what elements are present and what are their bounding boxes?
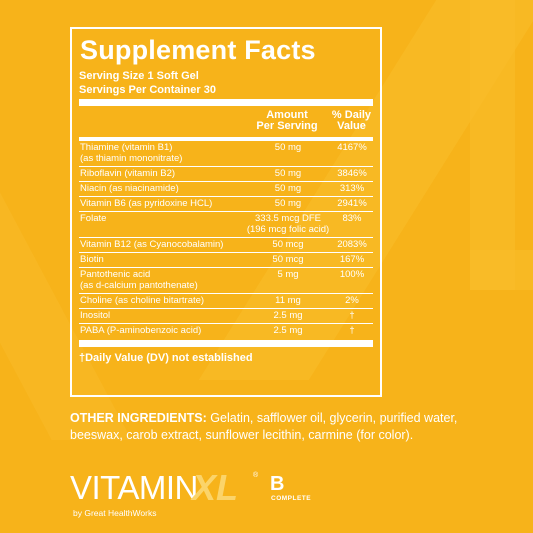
row-divider	[79, 252, 373, 253]
brand-logo: VITAMIN XL ® by Great HealthWorks B COMP…	[70, 470, 370, 520]
table-row: PABA (P-aminobenzoic acid) 2.5 mg †	[79, 324, 373, 338]
logo-b: B	[270, 473, 285, 495]
logo-xl: XL	[192, 467, 239, 508]
table-row: Thiamine (vitamin B1) (as thiamin mononit…	[79, 141, 373, 166]
nutrient-amount: 50 mg	[274, 142, 302, 153]
row-divider	[79, 166, 373, 167]
nutrient-amount: 50 mcg	[272, 254, 304, 265]
nutrient-amount: 2.5 mg	[273, 325, 303, 336]
row-divider	[79, 308, 373, 309]
nutrient-dv: †	[349, 325, 355, 336]
logo-byline: by Great HealthWorks	[73, 508, 157, 518]
row-divider	[79, 211, 373, 212]
row-divider	[79, 181, 373, 182]
table-row: Pantothenic acid (as d-calcium pantothena…	[79, 268, 373, 293]
nutrient-amount: 50 mg	[274, 198, 302, 209]
other-ingredients: OTHER INGREDIENTS: Gelatin, safflower oi…	[70, 410, 490, 444]
serving-size: Serving Size 1 Soft Gel	[79, 70, 199, 82]
divider-thick	[79, 99, 373, 106]
nutrient-dv: 2083%	[337, 239, 367, 250]
other-ingredients-text: Gelatin, safflower oil, glycerin, purifi…	[70, 411, 458, 442]
table-row: Choline (as choline bitartrate) 11 mg 2%	[79, 294, 373, 308]
nutrient-name: Pantothenic acid (as d-calcium pantothena…	[80, 269, 198, 291]
nutrient-dv: 313%	[339, 183, 365, 194]
nutrient-amount: 5 mg	[277, 269, 299, 280]
logo-registered-mark: ®	[253, 472, 259, 479]
other-ingredients-label: OTHER INGREDIENTS:	[70, 411, 207, 425]
table-row: Vitamin B12 (as Cyanocobalamin) 50 mcg 208…	[79, 238, 373, 252]
logo-complete: COMPLETE	[271, 495, 312, 502]
table-row: Riboflavin (vitamin B2) 50 mg 3846%	[79, 167, 373, 181]
row-divider	[79, 237, 373, 238]
row-divider	[79, 323, 373, 324]
nutrient-name: Niacin (as niacinamide)	[80, 183, 179, 194]
col-amount-header: Amount Per Serving	[256, 109, 318, 132]
table-header: Amount Per Serving % Daily Value	[79, 108, 373, 135]
nutrient-amount: 50 mg	[274, 168, 302, 179]
divider-thick	[79, 340, 373, 347]
nutrient-dv: 167%	[339, 254, 365, 265]
nutrient-dv: 83%	[342, 213, 362, 224]
nutrient-name: Biotin	[80, 254, 104, 265]
nutrient-dv: 2941%	[337, 198, 367, 209]
servings-per-container: Servings Per Container 30	[79, 84, 216, 96]
nutrient-dv: 3846%	[337, 168, 367, 179]
nutrient-name: PABA (P-aminobenzoic acid)	[80, 325, 202, 336]
nutrient-amount: 2.5 mg	[273, 310, 303, 321]
nutrient-dv: 2%	[345, 295, 359, 306]
background-stripe	[470, 250, 533, 290]
nutrient-dv: 100%	[339, 269, 365, 280]
divider-medium	[79, 137, 373, 141]
table-row: Niacin (as niacinamide) 50 mg 313%	[79, 182, 373, 196]
col-dv-header: % Daily Value	[331, 109, 372, 132]
footnote: †Daily Value (DV) not established	[79, 352, 253, 364]
nutrient-name: Folate	[80, 213, 107, 224]
table-row: Biotin 50 mcg 167%	[79, 253, 373, 267]
table-row: Vitamin B6 (as pyridoxine HCL) 50 mg 2941%	[79, 197, 373, 211]
nutrient-dv: †	[349, 310, 355, 321]
nutrient-name: Vitamin B12 (as Cyanocobalamin)	[80, 239, 224, 250]
nutrient-name: Riboflavin (vitamin B2)	[80, 168, 176, 179]
nutrient-amount: 11 mg	[275, 295, 301, 306]
logo-vitamin: VITAMIN	[70, 469, 198, 506]
facts-rows: Thiamine (vitamin B1) (as thiamin mononit…	[79, 141, 373, 338]
table-row: Folate 333.5 mcg DFE (196 mcg folic acid) 8…	[79, 212, 373, 237]
nutrient-name: Inositol	[80, 310, 111, 321]
supplement-facts-panel: Supplement Facts Serving Size 1 Soft Gel…	[70, 27, 382, 397]
row-divider	[79, 293, 373, 294]
nutrient-name: Thiamine (vitamin B1) (as thiamin mononit…	[80, 142, 183, 164]
nutrient-amount: 333.5 mcg DFE (196 mcg folic acid)	[246, 213, 330, 235]
table-row: Inositol 2.5 mg †	[79, 309, 373, 323]
nutrient-amount: 50 mg	[274, 183, 302, 194]
row-divider	[79, 196, 373, 197]
nutrient-dv: 4167%	[337, 142, 367, 153]
nutrient-amount: 50 mcg	[272, 239, 304, 250]
background-stripe	[470, 0, 515, 290]
nutrient-name: Vitamin B6 (as pyridoxine HCL)	[80, 198, 213, 209]
facts-title: Supplement Facts	[80, 35, 316, 65]
row-divider	[79, 267, 373, 268]
nutrient-name: Choline (as choline bitartrate)	[80, 295, 205, 306]
